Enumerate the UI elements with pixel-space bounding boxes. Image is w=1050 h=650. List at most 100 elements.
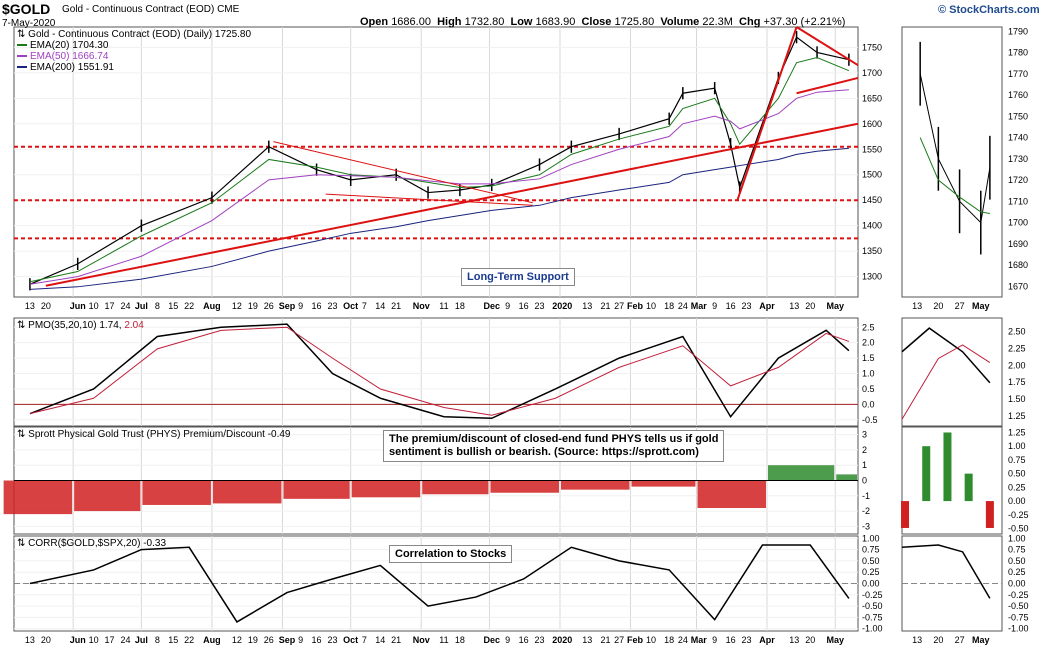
right-phys-bar-2 xyxy=(943,432,952,502)
phys-ytick-1: 2 xyxy=(862,445,867,455)
xlabel-1-31: 21 xyxy=(600,635,610,645)
phys-menu-icon[interactable]: ⇅ xyxy=(17,429,26,440)
volume-value: 22.3M xyxy=(702,16,733,28)
corr-ytick-right-7: -0.75 xyxy=(1008,612,1029,622)
volume-label: Volume xyxy=(660,16,700,28)
phys-bar-6 xyxy=(422,480,489,495)
phys-bar-10 xyxy=(697,480,767,509)
price-ytick-right-12: 1670 xyxy=(1008,281,1028,291)
close-value: 1725.80 xyxy=(614,16,655,28)
price-ytick-0: 1750 xyxy=(862,42,882,52)
xlabel-0-30: 13 xyxy=(582,301,592,311)
xlabel-right-0-3: May xyxy=(972,301,990,311)
brand-logo[interactable]: © StockCharts.com xyxy=(938,4,1040,16)
symbol-title: $GOLD xyxy=(2,1,51,17)
xlabel-1-43: 20 xyxy=(805,635,815,645)
xlabel-0-35: 18 xyxy=(664,301,674,311)
trend-line-1 xyxy=(273,141,533,204)
trend-line-4 xyxy=(796,26,859,67)
xlabel-1-40: 23 xyxy=(742,635,752,645)
right-phys-bar-3 xyxy=(964,473,973,502)
xlabel-1-21: 21 xyxy=(391,635,401,645)
price-ytick-5: 1500 xyxy=(862,170,882,180)
trend-line-3 xyxy=(736,26,798,201)
xlabel-1-34: 10 xyxy=(646,635,656,645)
pmo-ytick-right-1: 2.25 xyxy=(1008,343,1026,353)
corr-menu-icon[interactable]: ⇅ xyxy=(17,538,26,549)
exchange-text: CME xyxy=(217,4,240,15)
phys-bar-8 xyxy=(560,480,630,490)
price-ytick-6: 1450 xyxy=(862,195,882,205)
phys-ytick-right-3: 0.50 xyxy=(1008,469,1026,479)
pmo-ytick-1: 2.0 xyxy=(862,338,875,348)
xlabel-1-10: Aug xyxy=(203,635,221,645)
long-term-support-note: Long-Term Support xyxy=(461,268,575,286)
xlabel-1-13: 26 xyxy=(264,635,274,645)
price-panel-title: ⇅ Gold - Continuous Contract (EOD) (Dail… xyxy=(17,29,251,40)
xlabel-0-43: 20 xyxy=(805,301,815,311)
phys-bar-7 xyxy=(490,480,559,493)
xlabel-0-17: 23 xyxy=(327,301,337,311)
xlabel-0-7: 8 xyxy=(155,301,160,311)
phys-bar-9 xyxy=(631,480,696,487)
corr-ytick-5: -0.25 xyxy=(862,590,883,600)
xlabel-0-31: 21 xyxy=(600,301,610,311)
phys-bar-12 xyxy=(836,474,857,481)
xlabel-0-1: 20 xyxy=(41,301,51,311)
xlabel-1-17: 23 xyxy=(327,635,337,645)
xlabel-1-32: 27 xyxy=(614,635,624,645)
corr-ytick-6: -0.50 xyxy=(862,601,883,611)
corr-ytick-0: 1.00 xyxy=(862,533,880,543)
corr-ytick-right-2: 0.50 xyxy=(1008,556,1026,566)
xlabel-0-19: 7 xyxy=(362,301,367,311)
xlabel-1-0: 13 xyxy=(25,635,35,645)
price-ytick-8: 1350 xyxy=(862,246,882,256)
xlabel-1-30: 13 xyxy=(582,635,592,645)
pmo-ytick-right-3: 1.75 xyxy=(1008,377,1026,387)
xlabel-1-36: 24 xyxy=(678,635,688,645)
pmo-ytick-5: 0.0 xyxy=(862,399,875,409)
xlabel-0-4: 17 xyxy=(105,301,115,311)
description-text: Gold - Continuous Contract (EOD) xyxy=(62,4,215,15)
xlabel-1-37: Mar xyxy=(691,635,708,645)
xlabel-0-2: Jun xyxy=(70,301,86,311)
xlabel-1-27: 16 xyxy=(519,635,529,645)
xlabel-0-38: 9 xyxy=(712,301,717,311)
ema200-text: EMA(200) 1551.91 xyxy=(30,62,114,73)
price-ytick-3: 1600 xyxy=(862,119,882,129)
low-label: Low xyxy=(510,16,533,28)
price-ytick-1: 1700 xyxy=(862,68,882,78)
xlabel-1-20: 14 xyxy=(375,635,385,645)
pmo-ytick-4: 0.5 xyxy=(862,384,875,394)
price-series-3 xyxy=(29,147,849,290)
xlabel-1-23: 11 xyxy=(439,635,448,645)
right-pmo-signal-line xyxy=(901,344,991,420)
price-ytick-7: 1400 xyxy=(862,221,882,231)
pmo-series-1 xyxy=(29,326,850,416)
price-ytick-right-8: 1710 xyxy=(1008,196,1028,206)
price-ytick-right-5: 1740 xyxy=(1008,133,1028,143)
xlabel-0-36: 24 xyxy=(678,301,688,311)
xlabel-right-0-0: 13 xyxy=(912,301,922,311)
price-series-1 xyxy=(29,57,850,283)
xlabel-right-1-0: 13 xyxy=(912,635,922,645)
corr-ytick-right-3: 0.25 xyxy=(1008,567,1026,577)
corr-series-0 xyxy=(29,544,850,623)
xlabel-1-12: 19 xyxy=(248,635,258,645)
phys-ytick-0: 3 xyxy=(862,430,867,440)
xlabel-1-16: 16 xyxy=(312,635,322,645)
panel-frame-right-0 xyxy=(901,26,1003,298)
xlabel-1-25: Dec xyxy=(483,635,500,645)
xlabel-0-39: 16 xyxy=(726,301,736,311)
price-title-text: Gold - Continuous Contract (EOD) (Daily)… xyxy=(28,29,252,40)
xlabel-1-33: Feb xyxy=(627,635,644,645)
corr-ytick-7: -0.75 xyxy=(862,612,883,622)
xlabel-right-1-2: 27 xyxy=(955,635,965,645)
phys-ytick-6: -3 xyxy=(862,521,870,531)
phys-bar-2 xyxy=(142,480,211,505)
xlabel-1-24: 18 xyxy=(455,635,465,645)
trend-line-0 xyxy=(45,122,859,287)
phys-ytick-4: -1 xyxy=(862,491,870,501)
pmo-menu-icon[interactable]: ⇅ xyxy=(17,320,26,331)
panel-menu-icon[interactable]: ⇅ xyxy=(17,29,26,40)
